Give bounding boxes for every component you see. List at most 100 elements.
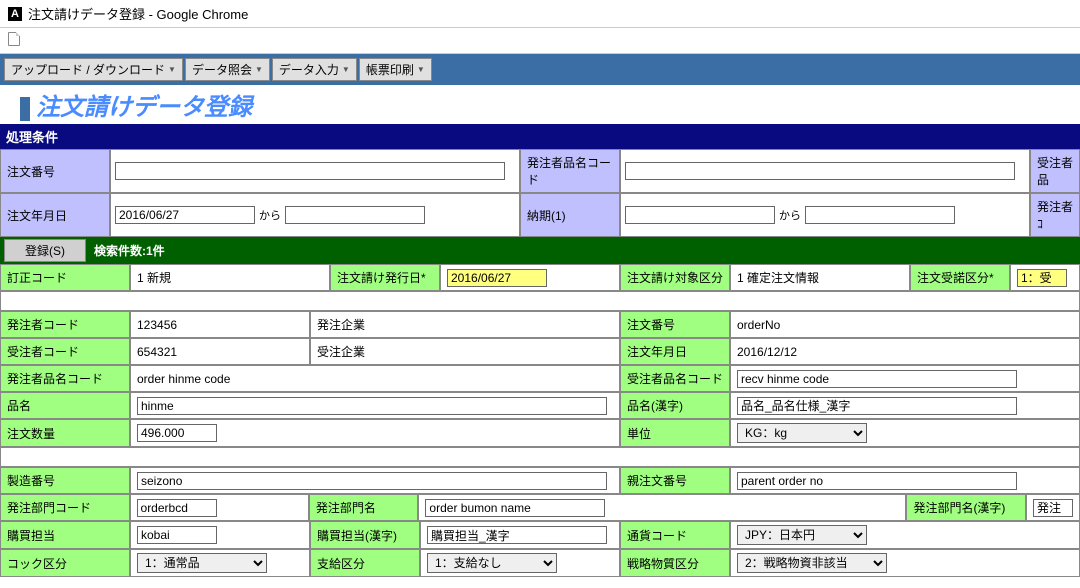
senryaku-select[interactable]: 2：戦略物資非該当 bbox=[737, 553, 887, 573]
kobai-kanji-cell bbox=[420, 521, 620, 549]
bumon-name-input[interactable] bbox=[425, 499, 605, 517]
seizo-input[interactable] bbox=[137, 472, 607, 490]
correction-code-label: 訂正コード bbox=[0, 264, 130, 291]
juchu-code-label: 受注者コード bbox=[0, 338, 130, 365]
bumon-name-label: 発注部門名 bbox=[309, 494, 419, 521]
menu-data-entry[interactable]: データ入力▼ bbox=[272, 58, 357, 81]
parent-order-input[interactable] bbox=[737, 472, 1017, 490]
order-no-label: 注文番号 bbox=[0, 149, 110, 193]
data-row-seizo: 製造番号 親注文番号 bbox=[0, 467, 1080, 494]
hacchu-hinmei-label: 発注者品名コード bbox=[0, 365, 130, 392]
senryaku-cell: 2：戦略物資非該当 bbox=[730, 549, 1080, 577]
qty-label: 注文数量 bbox=[0, 419, 130, 447]
data-row-correction: 訂正コード 1 新規 注文請け発行日* 注文請け対象区分 1 確定注文情報 注文… bbox=[0, 264, 1080, 291]
chevron-down-icon: ▼ bbox=[342, 65, 350, 74]
shikyu-select[interactable]: 1：支給なし bbox=[427, 553, 557, 573]
kara-label-1: から bbox=[259, 207, 281, 223]
search-count: 検索件数:1件 bbox=[94, 242, 165, 259]
hinmei-kanji-cell bbox=[730, 392, 1080, 419]
hacchu-code-label: 発注者コード bbox=[0, 311, 130, 338]
app-icon: A bbox=[8, 7, 22, 21]
order-no-input[interactable] bbox=[115, 162, 505, 180]
chevron-down-icon: ▼ bbox=[417, 65, 425, 74]
order-date-from-input[interactable] bbox=[115, 206, 255, 224]
kokku-select[interactable]: 1：通常品 bbox=[137, 553, 267, 573]
kobai-kanji-input[interactable] bbox=[427, 526, 607, 544]
order-date-label: 注文年月日 bbox=[0, 193, 110, 237]
nouki-from-input[interactable] bbox=[625, 206, 775, 224]
bumon-kanji-input[interactable] bbox=[1033, 499, 1073, 517]
accept-kbn-input[interactable] bbox=[1017, 269, 1067, 287]
hinmei-kanji-input[interactable] bbox=[737, 397, 1017, 415]
bumon-kanji-label: 発注部門名(漢字) bbox=[906, 494, 1026, 521]
order-no-value: orderNo bbox=[730, 311, 1080, 338]
hacchu-code-value: 123456 bbox=[130, 311, 310, 338]
kobai-input[interactable] bbox=[137, 526, 217, 544]
data-row-qty: 注文数量 単位 KG：kg bbox=[0, 419, 1080, 447]
currency-label: 通貨コード bbox=[620, 521, 730, 549]
menu-data-query[interactable]: データ照会▼ bbox=[185, 58, 270, 81]
shikyu-label: 支給区分 bbox=[310, 549, 420, 577]
spacer bbox=[0, 447, 1080, 467]
qty-cell bbox=[130, 419, 620, 447]
chevron-down-icon: ▼ bbox=[255, 65, 263, 74]
order-date-value: 2016/12/12 bbox=[730, 338, 1080, 365]
data-row-bumon: 発注部門コード 発注部門名 発注部門名(漢字) bbox=[0, 494, 1080, 521]
currency-select[interactable]: JPY：日本円 bbox=[737, 525, 867, 545]
action-bar: 登録(S) 検索件数:1件 bbox=[0, 237, 1080, 264]
juchu-name-value: 受注企業 bbox=[310, 338, 620, 365]
spacer bbox=[0, 291, 1080, 311]
hacchu-name-value: 発注企業 bbox=[310, 311, 620, 338]
document-icon[interactable] bbox=[8, 32, 20, 46]
hinmei-cell bbox=[130, 392, 620, 419]
juchu-hinmei-cell bbox=[730, 365, 1080, 392]
senryaku-label: 戦略物質区分 bbox=[620, 549, 730, 577]
data-row-hinmei-code: 発注者品名コード order hinme code 受注者品名コード bbox=[0, 365, 1080, 392]
parent-order-cell bbox=[730, 467, 1080, 494]
window-titlebar: A 注文請けデータ登録 - Google Chrome bbox=[0, 0, 1080, 28]
issue-date-input[interactable] bbox=[447, 269, 547, 287]
chevron-down-icon: ▼ bbox=[168, 65, 176, 74]
order-date-to-input[interactable] bbox=[285, 206, 425, 224]
hinmei-code-input[interactable] bbox=[625, 162, 1015, 180]
currency-cell: JPY：日本円 bbox=[730, 521, 1080, 549]
tab-strip bbox=[0, 28, 1080, 54]
order-no-label-2: 注文番号 bbox=[620, 311, 730, 338]
kara-label-2: から bbox=[779, 207, 801, 223]
menu-report-print[interactable]: 帳票印刷▼ bbox=[359, 58, 432, 81]
hinmei-code-cell bbox=[620, 149, 1030, 193]
bumon-code-cell bbox=[130, 494, 309, 521]
data-row-hinmei: 品名 品名(漢字) bbox=[0, 392, 1080, 419]
nouki-label: 納期(1) bbox=[520, 193, 620, 237]
page-title: 注文請けデータ登録 bbox=[0, 85, 1080, 124]
order-no-cell bbox=[110, 149, 520, 193]
juchu-code-value: 654321 bbox=[130, 338, 310, 365]
filter-row-1: 注文番号 発注者品名コード 受注者品 bbox=[0, 149, 1080, 193]
seizo-cell bbox=[130, 467, 620, 494]
hinmei-label: 品名 bbox=[0, 392, 130, 419]
menu-upload-download[interactable]: アップロード / ダウンロード▼ bbox=[4, 58, 183, 81]
accept-kbn-label: 注文受諾区分* bbox=[910, 264, 1010, 291]
bumon-code-input[interactable] bbox=[137, 499, 217, 517]
register-button[interactable]: 登録(S) bbox=[4, 239, 86, 262]
menubar: アップロード / ダウンロード▼ データ照会▼ データ入力▼ 帳票印刷▼ bbox=[0, 54, 1080, 85]
target-kbn-label: 注文請け対象区分 bbox=[620, 264, 730, 291]
unit-label: 単位 bbox=[620, 419, 730, 447]
qty-input[interactable] bbox=[137, 424, 217, 442]
parent-order-label: 親注文番号 bbox=[620, 467, 730, 494]
bumon-kanji-cell bbox=[1026, 494, 1080, 521]
juchu-hinmei-label-2: 受注者品名コード bbox=[620, 365, 730, 392]
seizo-label: 製造番号 bbox=[0, 467, 130, 494]
bumon-name-cell bbox=[418, 494, 906, 521]
nouki-cell: から bbox=[620, 193, 1030, 237]
juchu-hinmei-input[interactable] bbox=[737, 370, 1017, 388]
nouki-to-input[interactable] bbox=[805, 206, 955, 224]
shikyu-cell: 1：支給なし bbox=[420, 549, 620, 577]
order-date-label-2: 注文年月日 bbox=[620, 338, 730, 365]
order-date-cell: から bbox=[110, 193, 520, 237]
kobai-label: 購買担当 bbox=[0, 521, 130, 549]
data-row-hacchu: 発注者コード 123456 発注企業 注文番号 orderNo bbox=[0, 311, 1080, 338]
hinmei-input[interactable] bbox=[137, 397, 607, 415]
unit-select[interactable]: KG：kg bbox=[737, 423, 867, 443]
issue-date-label: 注文請け発行日* bbox=[330, 264, 440, 291]
